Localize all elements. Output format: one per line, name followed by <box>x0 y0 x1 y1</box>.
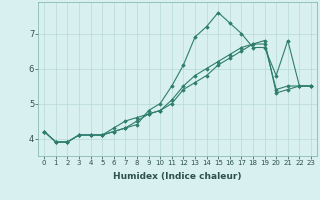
X-axis label: Humidex (Indice chaleur): Humidex (Indice chaleur) <box>113 172 242 181</box>
